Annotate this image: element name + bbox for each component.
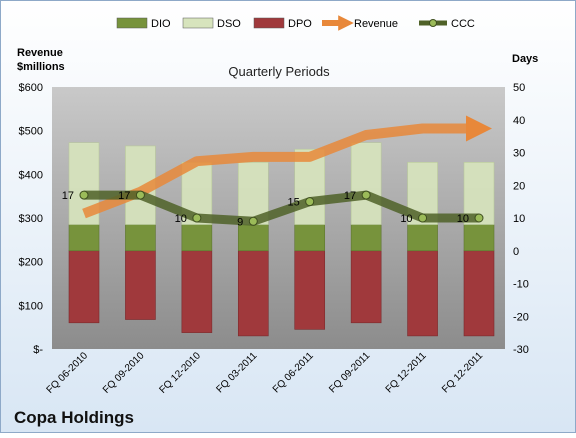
ccc-marker [305, 197, 315, 207]
right-axis-ticks: -30 -20 -10 0 10 20 30 40 50 [513, 82, 529, 356]
left-tick-label: $500 [19, 126, 43, 138]
bar-dio [237, 224, 269, 252]
legend-label-ccc: CCC [451, 18, 475, 30]
bar-dpo [407, 250, 438, 337]
ccc-marker [474, 213, 484, 223]
left-tick-label: $400 [19, 169, 43, 181]
legend: DIO DSO DPO Revenue CCC [116, 15, 475, 31]
left-tick-label: $600 [19, 82, 43, 94]
bar-dpo [125, 250, 156, 320]
ccc-data-label: 17 [62, 190, 74, 202]
right-tick-label: 50 [513, 82, 525, 94]
bar-dio [181, 224, 213, 252]
ccc-marker [248, 216, 258, 226]
right-tick-label: 20 [513, 180, 525, 192]
left-axis-ticks: $- $100 $200 $300 $400 $500 $600 [19, 82, 44, 356]
bar-dio [68, 224, 100, 252]
legend-label-dpo: DPO [288, 18, 312, 30]
legend-swatch-dpo [253, 17, 285, 29]
left-tick-label: $- [33, 344, 43, 356]
bar-dpo [294, 250, 326, 330]
revenue-series [82, 115, 492, 219]
left-tick-label: $300 [19, 213, 43, 225]
revenue-line [82, 115, 492, 219]
right-tick-label: 30 [513, 148, 525, 160]
legend-label-dio: DIO [151, 18, 171, 30]
bar-dio [350, 224, 382, 252]
bar-dio [294, 224, 326, 252]
ccc-data-label: 15 [287, 197, 299, 209]
right-tick-label: -30 [513, 344, 529, 356]
bar-dpo [237, 250, 269, 337]
bar-dpo [463, 250, 495, 337]
left-axis-label-line1: Revenue [17, 47, 63, 59]
ccc-data-label: 10 [175, 213, 187, 225]
left-tick-label: $200 [19, 257, 43, 269]
left-tick-label: $100 [19, 300, 43, 312]
bar-dio [407, 224, 438, 252]
ccc-series: 17 17 10 9 15 17 10 10 [62, 190, 484, 228]
right-tick-label: 10 [513, 213, 525, 225]
bar-dso [350, 142, 382, 225]
ccc-marker [192, 213, 202, 223]
bar-dio [463, 224, 495, 252]
ccc-marker [135, 190, 145, 200]
bar-dio [125, 224, 156, 252]
right-tick-label: 0 [513, 246, 519, 258]
legend-label-revenue: Revenue [354, 18, 398, 30]
ccc-marker [361, 190, 371, 200]
ccc-data-label: 17 [344, 190, 356, 202]
ccc-data-label: 10 [400, 213, 412, 225]
right-tick-label: -10 [513, 279, 529, 291]
legend-swatch-dio [116, 17, 148, 29]
bar-dpo [181, 250, 213, 333]
bar-dpo [350, 250, 382, 324]
chart-title: Quarterly Periods [228, 64, 330, 79]
legend-label-dso: DSO [217, 18, 241, 30]
ccc-line [84, 190, 479, 226]
ccc-marker [418, 213, 428, 223]
ccc-data-label: 9 [237, 216, 243, 228]
left-axis-label-line2: $millions [17, 61, 65, 73]
legend-marker-ccc [429, 19, 437, 27]
right-axis-label: Days [512, 53, 538, 65]
legend-swatch-dso [182, 17, 214, 29]
bar-dpo [68, 250, 100, 324]
right-tick-label: -20 [513, 311, 529, 323]
company-name: Copa Holdings [14, 408, 134, 427]
ccc-marker [79, 190, 89, 200]
ccc-data-label: 17 [118, 190, 130, 202]
right-tick-label: 40 [513, 115, 525, 127]
ccc-data-label: 10 [457, 213, 469, 225]
